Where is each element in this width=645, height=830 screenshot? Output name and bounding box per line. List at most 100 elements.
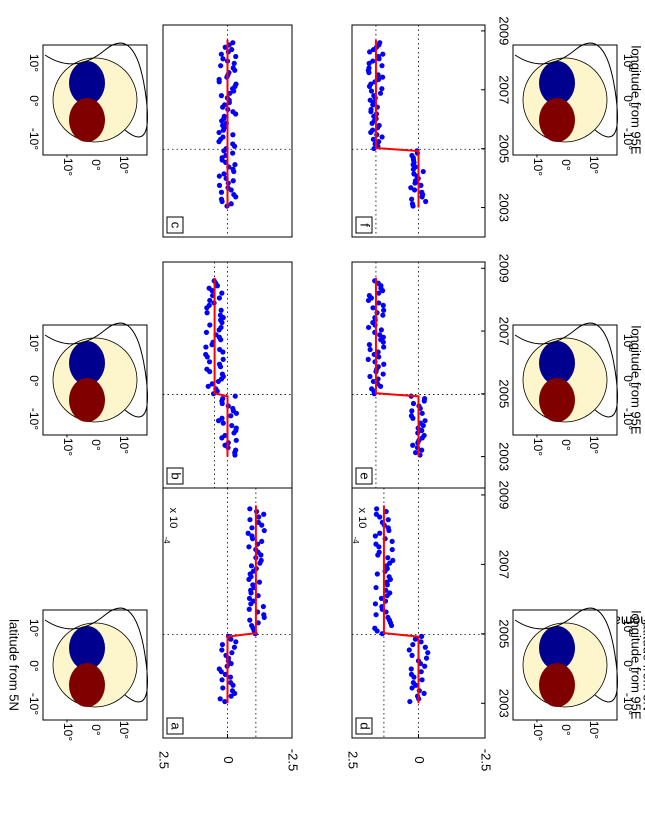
data-point [206,359,213,365]
data-point [410,442,416,448]
data-point [421,396,428,402]
data-point [419,633,425,640]
scale-exp: -4 [162,536,171,544]
data-point [380,312,386,318]
data-point [204,310,210,316]
data-point [230,40,236,46]
data-point [385,525,391,531]
panel-label-box [166,467,184,485]
data-point [368,81,374,87]
map-lat-tick: 10° [621,619,635,637]
data-point [229,422,235,429]
panel-label-box [166,717,184,735]
map-lat-tick: 0° [27,660,41,672]
time-tick-label: 2003 [497,442,512,471]
data-point [228,413,234,419]
data-point [247,506,253,512]
data-point [366,292,372,299]
data-point [390,557,396,564]
data-point [219,371,226,377]
data-point [370,378,376,385]
time-tick-label: 2009 [497,254,512,283]
map-inset-c: 10° 0° -10° -10° 0° 10° [27,42,148,176]
map-lat-tick: 10° [621,334,635,352]
time-tick-label: 2009 [497,480,512,509]
data-point [260,603,266,610]
data-point [409,152,415,159]
data-point [378,327,384,333]
data-point [372,625,378,631]
data-point [381,361,387,367]
map-lat-tick: -10° [27,128,41,150]
data-point [205,383,211,389]
data-point [375,53,381,60]
data-point [246,606,252,612]
data-point [216,182,223,188]
fit-line [213,277,229,457]
data-point [221,113,227,119]
data-point [219,155,225,161]
data-point [423,655,430,661]
data-point [230,150,236,156]
time-tick-label: 2005 [497,134,512,163]
data-point [368,106,374,113]
data-point [233,447,239,453]
anomaly-positive [69,663,105,707]
data-point [370,305,376,311]
data-point [249,525,255,531]
map-lon-tick: 10° [587,721,601,739]
data-point [261,612,267,618]
data-point [381,344,387,350]
data-point [220,685,226,691]
panel-label-box [355,717,373,735]
time-tick-label: 2005 [497,379,512,408]
coastline [44,322,148,418]
data-point [409,196,415,202]
data-point [376,122,382,129]
data-point [220,356,226,362]
map-inset-a: 10° 0° -10° -10° 0° 10° latitude from 5N [7,607,148,741]
map-lon-tick: -10° [61,719,75,741]
data-point [418,639,424,645]
data-point [230,141,236,147]
data-point [419,189,425,195]
value-tick-label: 0 [412,756,427,763]
data-point [222,432,228,439]
data-point [217,696,223,702]
data-point [380,74,386,80]
data-point [229,688,236,694]
map-inset-f: 10°0°-10°-10° 0° 10°longitude from 95E [512,42,644,176]
data-point [246,595,253,602]
data-point [422,418,428,424]
data-point [372,533,378,539]
data-point [206,285,212,291]
data-point [219,641,226,648]
panel-c: c [162,24,293,238]
panel-label: d [358,722,373,729]
data-point [233,53,239,60]
data-point [255,519,262,526]
data-point [407,698,413,705]
data-point [374,506,380,512]
map-lon-tick: 10° [117,156,131,174]
map-lon-tick: -10° [61,154,75,176]
data-point [250,582,256,588]
data-point [420,168,426,175]
data-point [412,449,419,456]
data-point [255,620,261,626]
data-point [204,366,210,372]
data-point [425,650,431,656]
fit-line [374,277,420,457]
data-point [379,134,385,140]
value-tick-label: -2.5 [286,749,301,771]
data-point [218,307,224,313]
data-point [409,652,415,659]
panel-label-box [355,467,373,485]
data-point [412,636,418,642]
time-tick-label: 2005 [497,619,512,648]
data-point [369,386,375,392]
data-point [233,81,239,87]
anomaly-positive [69,98,105,142]
data-point [221,171,227,177]
